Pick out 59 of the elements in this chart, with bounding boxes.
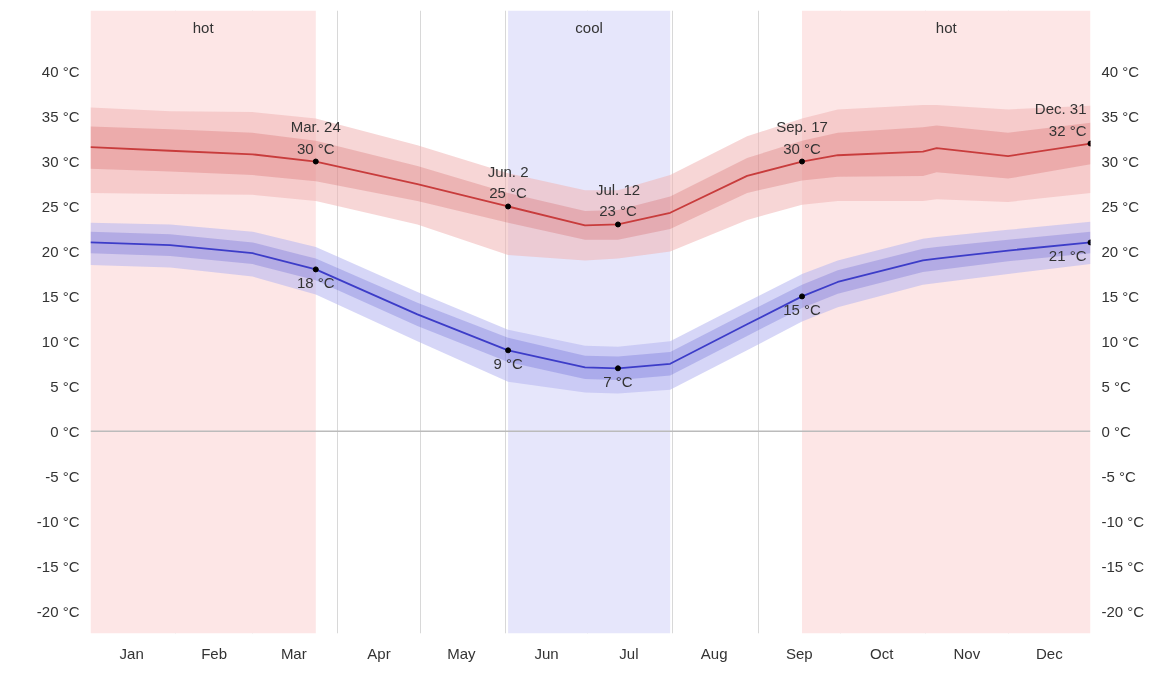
y-tick-label: 5 °C xyxy=(50,377,80,395)
y-tick-label: 10 °C xyxy=(41,332,80,350)
y-tick-label: -20 °C xyxy=(36,602,80,620)
x-tick-label: Jun xyxy=(534,644,559,662)
x-tick-label: Sep xyxy=(785,644,813,662)
point xyxy=(505,203,512,210)
y-tick-label: -15 °C xyxy=(36,557,80,575)
annotation: Dec. 31 32 °C xyxy=(1034,100,1087,139)
x-tick-label: Jul xyxy=(619,644,639,662)
y2-tick-label: 0 °C xyxy=(1101,422,1132,440)
annotation: Sep. 17 30 °C xyxy=(776,118,828,157)
y2-tick-label: 35 °C xyxy=(1101,108,1140,126)
y-tick-label: 15 °C xyxy=(41,287,80,305)
y2-tick-label: 10 °C xyxy=(1101,332,1140,350)
x-tick-label: Feb xyxy=(201,644,228,662)
x-tick-label: Aug xyxy=(700,644,728,662)
y-tick-label: 40 °C xyxy=(41,63,80,81)
x-tick-label: Oct xyxy=(870,644,895,662)
y-tick-label: 20 °C xyxy=(41,242,80,260)
x-tick-label: Mar xyxy=(280,644,307,662)
y2-tick-label: -5 °C xyxy=(1101,467,1136,485)
point xyxy=(312,158,319,165)
point xyxy=(799,158,806,165)
annotation: 18 °C xyxy=(296,274,335,292)
x-tick-label: Nov xyxy=(953,644,981,662)
annotation: 9 °C xyxy=(493,355,523,373)
point xyxy=(614,221,621,228)
point xyxy=(799,293,806,300)
y-tick-label: 0 °C xyxy=(50,422,80,440)
y2-tick-label: 25 °C xyxy=(1101,197,1140,215)
annotation: 21 °C xyxy=(1048,247,1087,265)
x-tick-label: Jan xyxy=(119,644,144,662)
annotation: 7 °C xyxy=(603,373,633,391)
annotation: Jun. 2 25 °C xyxy=(487,163,529,202)
point xyxy=(312,266,319,273)
y-tick-label: -5 °C xyxy=(45,467,80,485)
band-label: hot xyxy=(935,18,958,36)
x-tick-label: May xyxy=(447,644,477,662)
y-tick-label: -10 °C xyxy=(36,512,80,530)
y-tick-label: 30 °C xyxy=(41,153,80,171)
y-tick-label: 25 °C xyxy=(41,197,80,215)
y2-tick-label: -20 °C xyxy=(1101,602,1145,620)
annotation: 15 °C xyxy=(783,301,822,319)
band-label: cool xyxy=(575,18,603,36)
annotation: Mar. 24 30 °C xyxy=(290,118,341,157)
y2-tick-label: 15 °C xyxy=(1101,287,1140,305)
point xyxy=(505,347,512,354)
y2-tick-label: -15 °C xyxy=(1101,557,1145,575)
band-label: hot xyxy=(192,18,215,36)
annotation: Jul. 12 23 °C xyxy=(595,181,641,220)
y-tick-label: 35 °C xyxy=(41,108,80,126)
y2-tick-label: 30 °C xyxy=(1101,153,1140,171)
y2-tick-label: 20 °C xyxy=(1101,242,1140,260)
x-tick-label: Dec xyxy=(1035,644,1064,662)
y2-tick-label: 40 °C xyxy=(1101,63,1140,81)
x-tick-label: Apr xyxy=(367,644,391,662)
y2-tick-label: 5 °C xyxy=(1101,377,1132,395)
y2-tick-label: -10 °C xyxy=(1101,512,1145,530)
point xyxy=(614,365,621,372)
